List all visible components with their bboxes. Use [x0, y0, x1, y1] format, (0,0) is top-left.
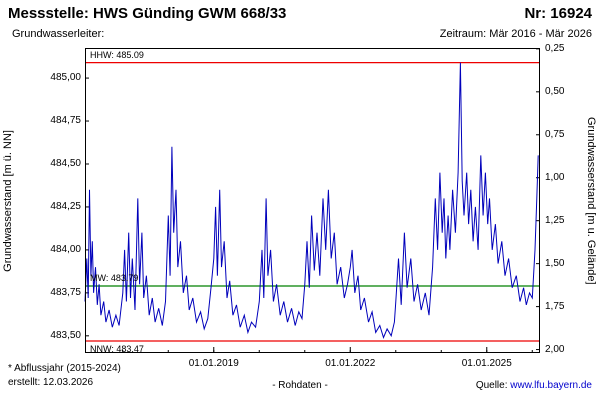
y-axis-label-left: Grundwasserstand [m ü. NN]: [2, 129, 14, 272]
x-axis-tick-label: 01.01.2025: [461, 358, 512, 369]
source: Quelle: www.lfu.bayern.de: [476, 380, 592, 391]
source-link[interactable]: www.lfu.bayern.de: [510, 380, 592, 391]
header: Messstelle: HWS Günding GWM 668/33 Nr: 1…: [8, 5, 592, 22]
data-series-line: [84, 62, 539, 339]
rohdaten-label: - Rohdaten -: [272, 380, 328, 391]
y-axis-tick-label-right: 0,25: [545, 42, 565, 54]
period-label: Zeitraum: Mär 2016 - Mär 2026: [439, 28, 592, 40]
hhw-label: HHW: 485.09: [90, 49, 144, 60]
plot-frame: [85, 48, 540, 353]
mw-label: MW: 483.79: [90, 272, 139, 283]
y-axis-tick-label-left: 484,75: [50, 115, 81, 127]
y-axis-tick-label-left: 483,50: [50, 329, 81, 341]
page-title: Messstelle: HWS Günding GWM 668/33: [8, 5, 287, 22]
y-axis-tick-label-left: 483,75: [50, 286, 81, 298]
y-axis-tick-label-right: 0,75: [545, 128, 565, 140]
x-axis-tick-label: 01.01.2022: [325, 358, 376, 369]
y-axis-tick-label-left: 485,00: [50, 72, 81, 84]
y-axis-tick-label-right: 1,75: [545, 300, 565, 312]
created-date: erstellt: 12.03.2026: [8, 377, 94, 388]
y-axis-tick-label-right: 1,25: [545, 214, 565, 226]
plot-area: [84, 48, 540, 353]
y-axis-tick-label-left: 484,00: [50, 243, 81, 255]
x-axis-tick-label: 01.01.2019: [188, 358, 239, 369]
sub-header: Grundwasserleiter: Zeitraum: Mär 2016 - …: [12, 28, 592, 40]
y-axis-tick-label-right: 2,00: [545, 343, 565, 355]
y-axis-label-right: Grundwasserstand [m u. Gelände]: [585, 116, 597, 285]
nnw-label: NNW: 483.47: [90, 343, 144, 354]
source-label: Quelle:: [475, 380, 511, 391]
aquifer-label: Grundwasserleiter:: [12, 28, 105, 40]
y-axis-tick-label-right: 1,50: [545, 257, 565, 269]
y-axis-tick-label-left: 484,25: [50, 200, 81, 212]
y-axis-tick-label-right: 0,50: [545, 85, 565, 97]
station-number: Nr: 16924: [524, 5, 592, 22]
footnote: * Abflussjahr (2015-2024): [8, 363, 121, 374]
y-axis-tick-label-left: 484,50: [50, 157, 81, 169]
y-axis-tick-label-right: 1,00: [545, 171, 565, 183]
chart-canvas: [84, 48, 540, 353]
